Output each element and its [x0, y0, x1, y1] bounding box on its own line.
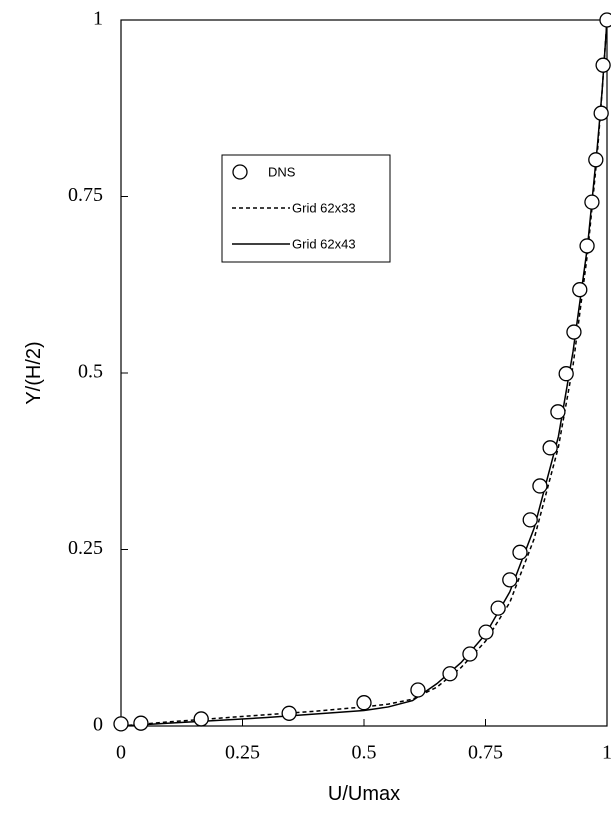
y-axis-label: Y/(H/2) [23, 341, 45, 404]
y-tick-label: 0.25 [68, 537, 103, 559]
point [523, 513, 537, 527]
point [443, 667, 457, 681]
point [533, 479, 547, 493]
point [491, 601, 505, 615]
y-tick-label: 0 [93, 714, 103, 736]
point [589, 153, 603, 167]
y-tick-label: 1 [93, 8, 103, 30]
x-tick-label: 0.75 [468, 742, 503, 764]
y-tick-label: 0.5 [78, 361, 103, 383]
point [585, 195, 599, 209]
point [463, 647, 477, 661]
point [114, 717, 128, 731]
line [121, 20, 607, 726]
x-tick-label: 1 [602, 742, 611, 764]
line [121, 20, 607, 726]
legend-label: DNS [268, 164, 296, 179]
point [580, 239, 594, 253]
point [573, 283, 587, 297]
point [543, 441, 557, 455]
point [594, 106, 608, 120]
plot-frame [121, 20, 607, 726]
legend-swatch [233, 165, 247, 179]
x-tick-label: 0.5 [352, 742, 377, 764]
point [411, 683, 425, 697]
x-tick-label: 0.25 [225, 742, 260, 764]
point [282, 706, 296, 720]
point [513, 545, 527, 559]
point [596, 58, 610, 72]
x-tick-label: 0 [116, 742, 126, 764]
point [551, 405, 565, 419]
x-axis-label: U/Umax [328, 783, 400, 805]
y-tick-label: 0.75 [68, 184, 103, 206]
point [134, 716, 148, 730]
point [567, 325, 581, 339]
point [357, 696, 371, 710]
chart: U/Umax Y/(H/2) 0 0.25 0.5 0.75 1 0 0.25 0.5 0.75… [0, 0, 611, 832]
legend-label: Grid 62x33 [292, 200, 356, 215]
point [479, 625, 493, 639]
legend-label: Grid 62x43 [292, 236, 356, 251]
page: {"chart_data": { "type": "scatter", "x_l… [0, 0, 611, 832]
point [194, 712, 208, 726]
point [503, 573, 517, 587]
point [600, 13, 611, 27]
point [559, 367, 573, 381]
